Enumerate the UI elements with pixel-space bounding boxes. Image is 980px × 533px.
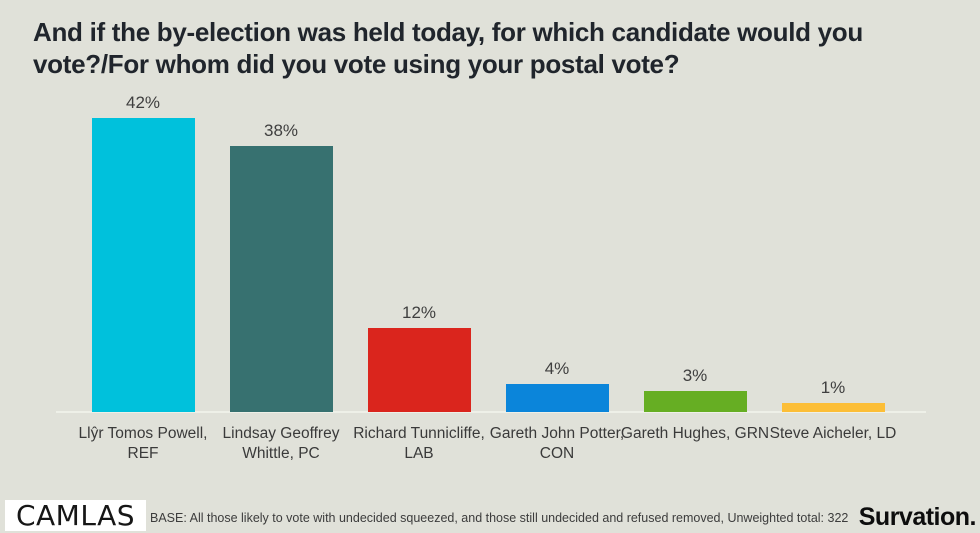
- category-label: Llŷr Tomos Powell, REF: [78, 425, 208, 463]
- chart-title: And if the by-election was held today, f…: [33, 17, 863, 80]
- bar-value-label: 42%: [125, 93, 161, 112]
- category-label: Steve Aicheler, LD: [769, 425, 897, 442]
- bar: [643, 391, 747, 412]
- category-label: Gareth Hughes, GRN: [620, 425, 770, 442]
- bar: [505, 384, 609, 412]
- bar-column: 4% Gareth John Potter, CON: [488, 90, 626, 462]
- bar-columns: 42% Llŷr Tomos Powell, REF 38% Lindsay Geof…: [74, 90, 902, 462]
- bar: [367, 328, 471, 412]
- bar-value-label: 4%: [544, 359, 570, 378]
- category-label: Richard Tunnicliffe, LAB: [353, 425, 485, 463]
- bar-chart: 42% Llŷr Tomos Powell, REF 38% Lindsay Geof…: [56, 90, 926, 462]
- bar-value-label: 1%: [820, 378, 846, 397]
- bar: [229, 146, 333, 412]
- bar-column: 42% Llŷr Tomos Powell, REF: [74, 90, 212, 462]
- bar-value-label: 12%: [401, 303, 437, 322]
- bar-value-label: 38%: [263, 121, 299, 140]
- bar: [91, 118, 195, 412]
- bar-column: 38% Lindsay Geoffrey Whittle, PC: [212, 90, 350, 462]
- camlas-logo: CAMLAS: [5, 500, 146, 531]
- category-label: Gareth John Potter, CON: [489, 425, 625, 463]
- bar-column: 1% Steve Aicheler, LD: [764, 90, 902, 442]
- bar-column: 3% Gareth Hughes, GRN: [621, 90, 769, 442]
- category-label: Lindsay Geoffrey Whittle, PC: [222, 425, 340, 463]
- bar-value-label: 3%: [682, 366, 708, 385]
- survation-logo: Survation.: [858, 503, 977, 531]
- bar-column: 12% Richard Tunnicliffe, LAB: [350, 90, 488, 462]
- base-note: BASE: All those likely to vote with unde…: [150, 511, 849, 525]
- x-axis-line: [56, 411, 926, 413]
- bar: [781, 403, 885, 412]
- footer: CAMLAS BASE: All those likely to vote wi…: [0, 499, 980, 533]
